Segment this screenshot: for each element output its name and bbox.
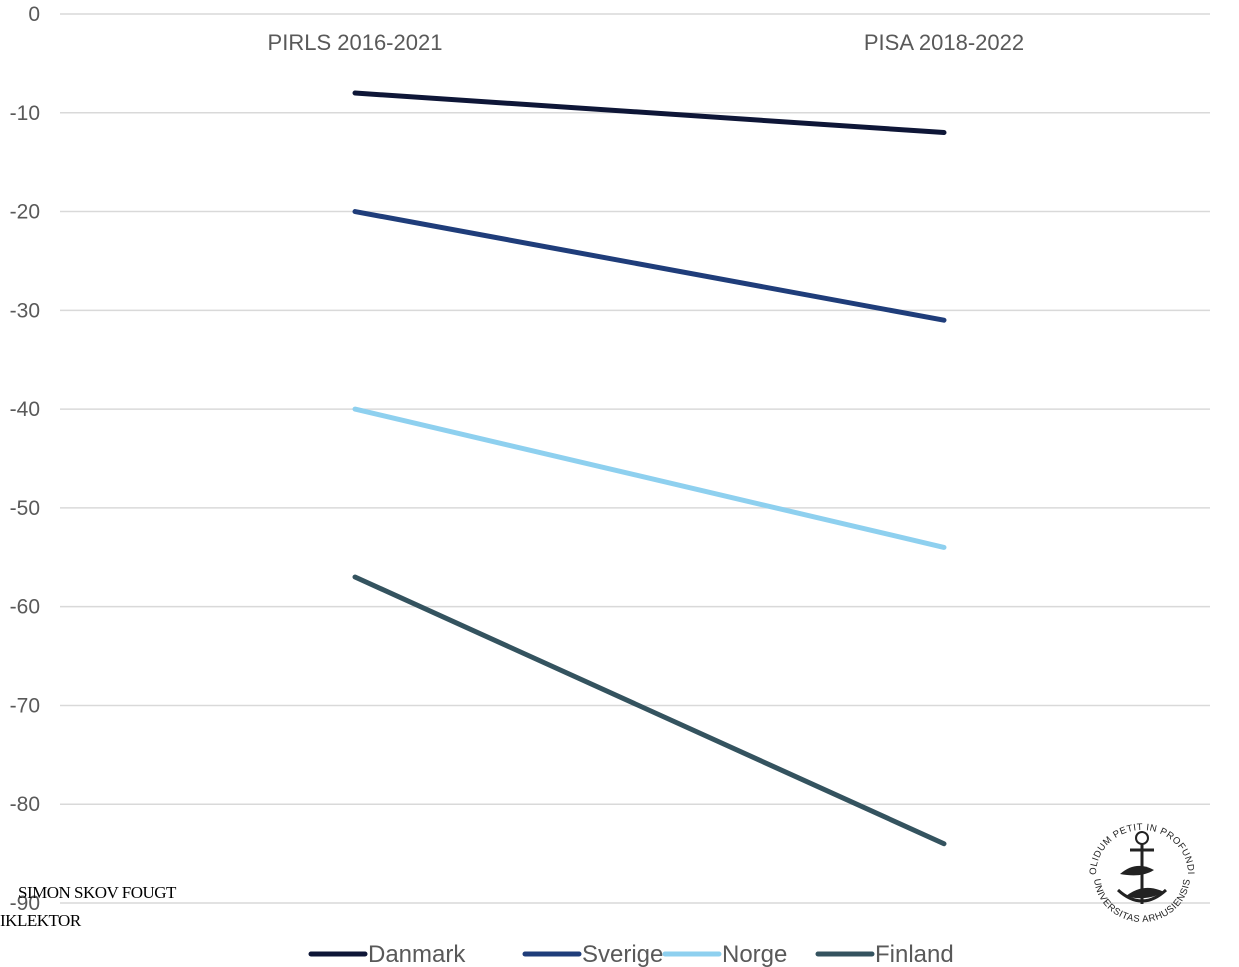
y-tick-label: -70 (10, 694, 40, 717)
series-line-danmark (352, 90, 947, 136)
y-tick-label: -40 (10, 398, 40, 421)
legend-label-norge: Norge (722, 941, 787, 967)
series-line-norge (352, 406, 947, 550)
legend: Danmark Sverige Norge Finland (308, 941, 954, 967)
series-line-finland (352, 574, 947, 847)
category-labels: PIRLS 2016-2021 PISA 2018-2022 (268, 30, 1025, 55)
author-name: SIMON SKOV FOUGT (18, 883, 176, 902)
y-tick-label: -50 (10, 497, 40, 520)
y-tick-label: -30 (10, 299, 40, 322)
series-lines (352, 90, 947, 847)
gridlines (60, 13, 1210, 904)
aarhus-university-seal-icon: SOLIDUM PETIT IN PROFUNDIS UNIVERSITAS A… (1080, 812, 1196, 925)
legend-label-danmark: Danmark (368, 941, 466, 967)
y-tick-label: -80 (10, 793, 40, 816)
legend-label-sverige: Sverige (582, 941, 663, 967)
y-tick-label: -20 (10, 201, 40, 224)
series-line-sverige (352, 209, 947, 323)
author-role: IKLEKTOR (0, 911, 81, 930)
y-tick-label: 0 (28, 3, 40, 26)
category-label: PIRLS 2016-2021 (268, 30, 443, 55)
y-tick-label: -60 (10, 596, 40, 619)
y-tick-label: -90 (10, 892, 40, 915)
category-label: PISA 2018-2022 (864, 30, 1024, 55)
legend-label-finland: Finland (875, 941, 954, 967)
y-tick-label: -10 (10, 102, 40, 125)
y-axis-ticks: 0 -10 -20 -30 -40 -50 -60 -70 -80 -90 (10, 3, 40, 915)
